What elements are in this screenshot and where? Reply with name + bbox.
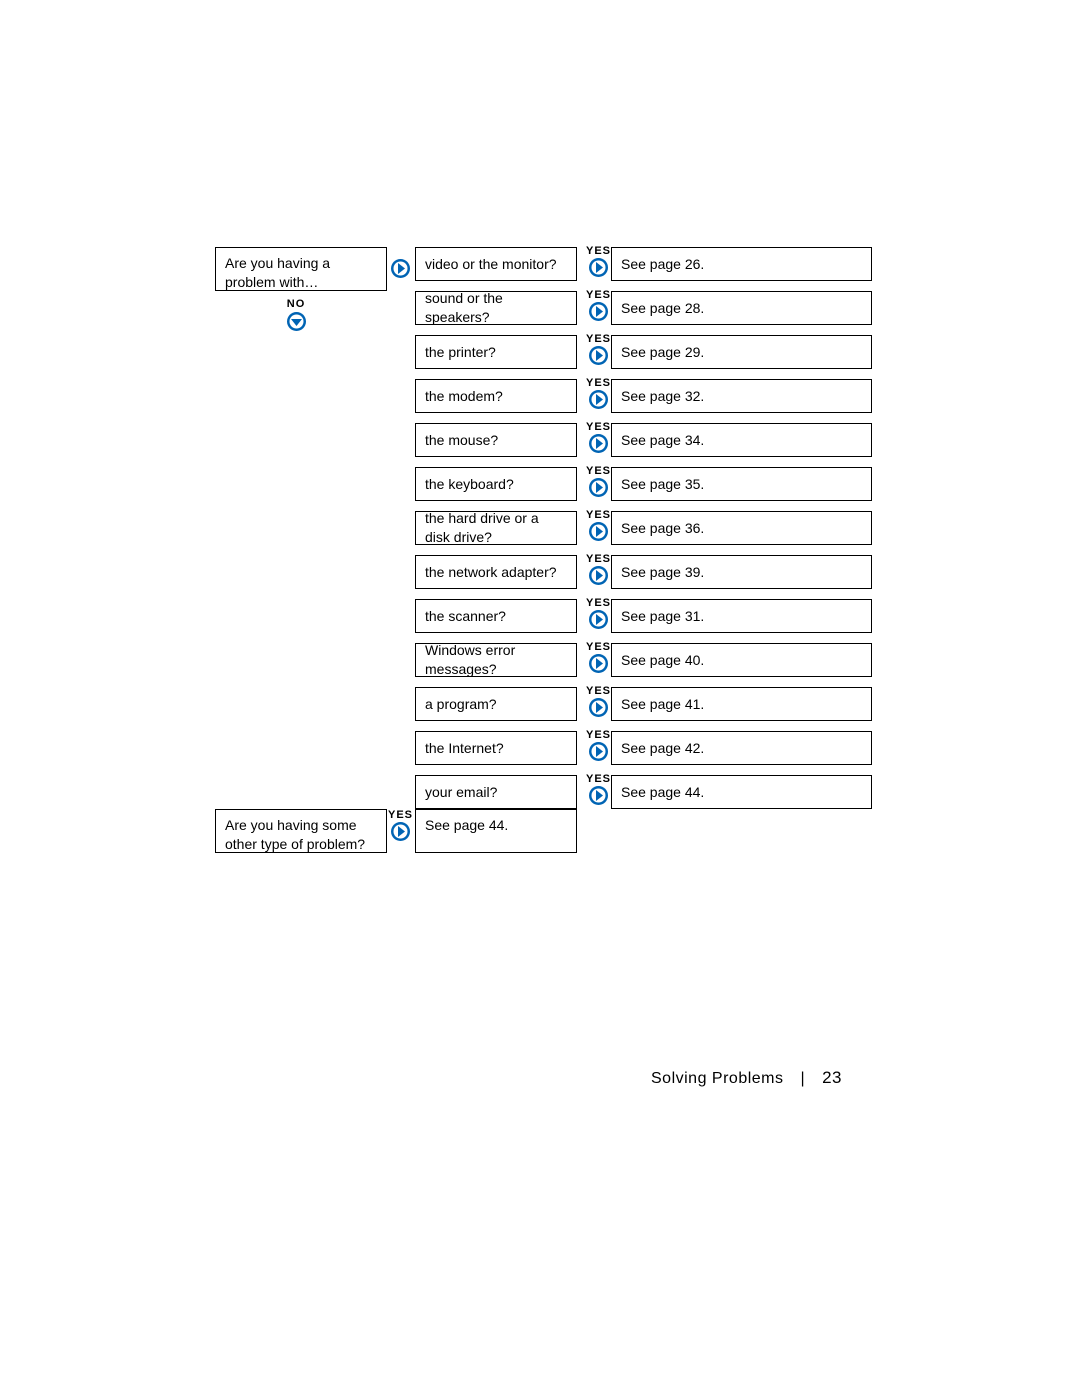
yes-label: YES <box>586 245 611 257</box>
answer-box: See page 34. <box>611 423 872 457</box>
arrow-right-icon <box>588 301 609 322</box>
yes-label: YES <box>586 641 611 653</box>
answer-box: See page 41. <box>611 687 872 721</box>
yes-label: YES <box>586 553 611 565</box>
arrow-right-icon <box>588 257 609 278</box>
footer-section: Solving Problems <box>651 1070 784 1087</box>
problem-text: video or the monitor? <box>425 255 557 274</box>
arrow-right-icon <box>588 697 609 718</box>
answer-text: See page 26. <box>621 255 704 274</box>
yes-label: YES <box>586 597 611 609</box>
problem-text: the mouse? <box>425 431 498 450</box>
answer-text: See page 41. <box>621 695 704 714</box>
answer-box: See page 44. <box>611 775 872 809</box>
answer-text: See page 28. <box>621 299 704 318</box>
problem-box: the scanner? <box>415 599 577 633</box>
yes-label: YES <box>586 773 611 785</box>
footer-separator: | <box>800 1070 805 1087</box>
arrow-right-icon <box>588 345 609 366</box>
problem-box: the keyboard? <box>415 467 577 501</box>
problem-text: the modem? <box>425 387 503 406</box>
answer-box-other: See page 44. <box>415 809 577 853</box>
answer-box: See page 26. <box>611 247 872 281</box>
answer-text: See page 44. <box>621 783 704 802</box>
problem-text: the network adapter? <box>425 563 557 582</box>
answer-text: See page 42. <box>621 739 704 758</box>
page-footer: Solving Problems | 23 <box>651 1068 842 1088</box>
problem-box: video or the monitor? <box>415 247 577 281</box>
problem-box: the printer? <box>415 335 577 369</box>
question-text-other: Are you having some other type of proble… <box>225 816 377 854</box>
problem-box: the hard drive or a disk drive? <box>415 511 577 545</box>
answer-text: See page 32. <box>621 387 704 406</box>
problem-text: Windows error messages? <box>425 641 567 679</box>
arrow-right-icon <box>588 389 609 410</box>
problem-box: the modem? <box>415 379 577 413</box>
yes-label: YES <box>586 421 611 433</box>
yes-label-other: YES <box>388 809 413 821</box>
yes-label: YES <box>586 289 611 301</box>
question-box-main: Are you having a problem with… <box>215 247 387 291</box>
question-text: Are you having a problem with… <box>225 254 377 292</box>
problem-box: the mouse? <box>415 423 577 457</box>
problem-box: the Internet? <box>415 731 577 765</box>
arrow-right-icon <box>588 477 609 498</box>
answer-text: See page 29. <box>621 343 704 362</box>
yes-label: YES <box>586 465 611 477</box>
answer-box: See page 36. <box>611 511 872 545</box>
yes-label: YES <box>586 509 611 521</box>
answer-box: See page 42. <box>611 731 872 765</box>
footer-page-number: 23 <box>822 1068 842 1087</box>
answer-text: See page 39. <box>621 563 704 582</box>
arrow-right-icon <box>588 741 609 762</box>
yes-label: YES <box>586 377 611 389</box>
problem-text: your email? <box>425 783 497 802</box>
answer-box: See page 32. <box>611 379 872 413</box>
answer-text: See page 35. <box>621 475 704 494</box>
problem-text: the keyboard? <box>425 475 514 494</box>
problem-text: sound or the speakers? <box>425 289 567 327</box>
problem-text: the hard drive or a disk drive? <box>425 509 567 547</box>
arrow-right-icon <box>588 565 609 586</box>
problem-box: Windows error messages? <box>415 643 577 677</box>
answer-text: See page 34. <box>621 431 704 450</box>
arrow-right-icon <box>588 653 609 674</box>
page: Are you having a problem with… NO video … <box>0 0 1080 1397</box>
answer-box: See page 28. <box>611 291 872 325</box>
question-box-other: Are you having some other type of proble… <box>215 809 387 853</box>
arrow-right-icon <box>588 609 609 630</box>
arrow-right-icon <box>588 433 609 454</box>
problem-text: the Internet? <box>425 739 504 758</box>
answer-box: See page 31. <box>611 599 872 633</box>
answer-box: See page 39. <box>611 555 872 589</box>
arrow-down-icon <box>286 311 307 332</box>
answer-text: See page 40. <box>621 651 704 670</box>
problem-text: the scanner? <box>425 607 506 626</box>
arrow-right-icon <box>588 785 609 806</box>
answer-box: See page 29. <box>611 335 872 369</box>
problem-text: a program? <box>425 695 497 714</box>
problem-text: the printer? <box>425 343 496 362</box>
yes-label: YES <box>586 729 611 741</box>
yes-label: YES <box>586 333 611 345</box>
answer-text: See page 36. <box>621 519 704 538</box>
no-label: NO <box>285 298 307 310</box>
problem-box: sound or the speakers? <box>415 291 577 325</box>
answer-text-other: See page 44. <box>425 816 508 835</box>
answer-box: See page 35. <box>611 467 872 501</box>
arrow-right-icon <box>588 521 609 542</box>
yes-label: YES <box>586 685 611 697</box>
arrow-right-icon <box>390 821 411 842</box>
answer-text: See page 31. <box>621 607 704 626</box>
arrow-right-icon <box>390 258 411 279</box>
answer-box: See page 40. <box>611 643 872 677</box>
problem-box: a program? <box>415 687 577 721</box>
problem-box: the network adapter? <box>415 555 577 589</box>
problem-box: your email? <box>415 775 577 809</box>
